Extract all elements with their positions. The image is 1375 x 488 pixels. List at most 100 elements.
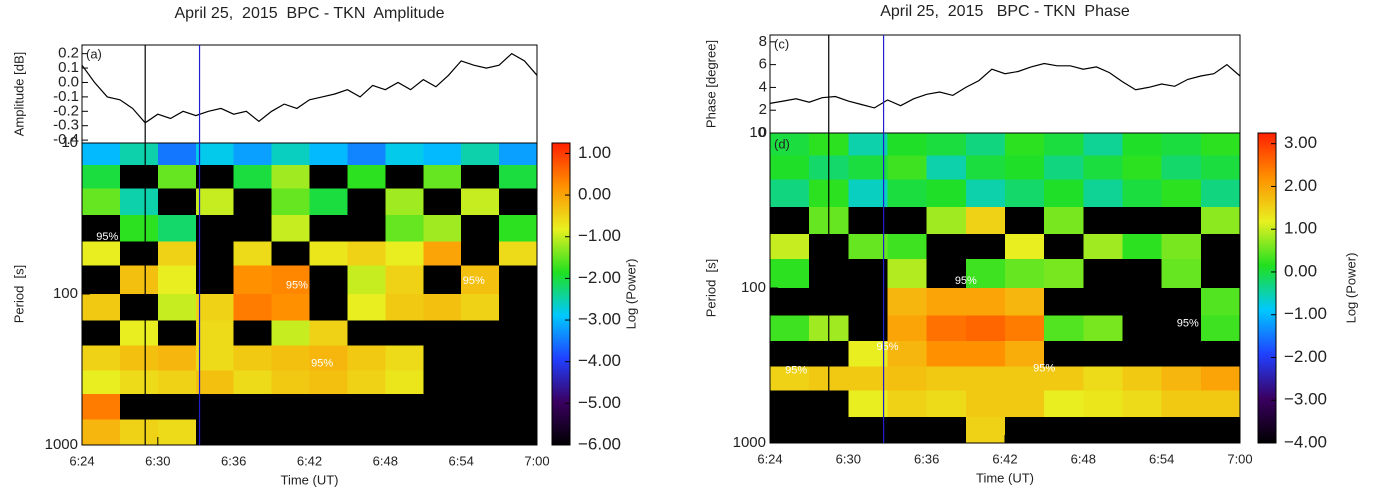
x-tick-label: 6:36 xyxy=(914,451,939,466)
power-cell xyxy=(385,370,424,395)
power-cell xyxy=(309,294,348,322)
power-cell xyxy=(347,165,386,189)
power-cell xyxy=(1083,155,1123,181)
power-cell xyxy=(233,241,273,267)
power-cell xyxy=(499,294,538,322)
power-cell xyxy=(82,394,121,421)
y-axis-label: Period [s] xyxy=(11,265,26,324)
power-cell xyxy=(82,419,121,446)
power-cell xyxy=(1161,259,1202,289)
power-cell xyxy=(271,345,310,371)
x-tick-label: 6:54 xyxy=(449,453,474,468)
power-cell xyxy=(965,133,1006,157)
power-cell xyxy=(347,320,386,347)
power-cell xyxy=(1005,288,1045,316)
power-cell xyxy=(1200,417,1241,444)
power-cell xyxy=(271,265,310,295)
colorbar-tick-label: 2.00 xyxy=(1284,176,1317,195)
power-cell xyxy=(271,394,310,421)
power-cell xyxy=(461,188,500,216)
x-tick-label: 6:30 xyxy=(836,451,861,466)
power-cell xyxy=(195,165,235,189)
power-cell xyxy=(233,265,273,295)
colorbar-tick-label: 1.00 xyxy=(578,143,611,162)
power-cell xyxy=(309,419,348,446)
power-cell xyxy=(926,417,967,444)
colorbar xyxy=(1257,132,1277,444)
power-cell xyxy=(1005,155,1045,181)
power-cell xyxy=(965,390,1006,418)
power-cell xyxy=(347,215,386,243)
power-cell xyxy=(82,370,121,395)
contour-label: 95% xyxy=(311,358,333,370)
power-cell xyxy=(848,341,888,367)
power-cell xyxy=(347,370,386,395)
power-cell xyxy=(1044,390,1084,418)
power-cell xyxy=(347,241,386,267)
power-cell xyxy=(926,155,967,181)
power-cell xyxy=(385,188,424,216)
power-cell xyxy=(461,215,500,243)
power-cell xyxy=(233,215,273,243)
y-tick-label: -0.1 xyxy=(53,88,79,105)
power-cell xyxy=(233,165,273,189)
power-cell xyxy=(848,288,888,316)
power-cell xyxy=(119,345,159,371)
power-cell xyxy=(119,394,159,421)
power-cell xyxy=(499,241,538,267)
power-cell xyxy=(423,188,462,216)
power-cell xyxy=(1005,315,1045,342)
power-cell xyxy=(887,179,928,208)
colorbar-tick-label: −3.00 xyxy=(578,310,621,329)
colorbar-label: Log (Power) xyxy=(623,259,638,330)
colorbar-tick-label: −6.00 xyxy=(578,434,621,453)
power-cell xyxy=(82,241,121,267)
power-cell xyxy=(887,133,928,157)
power-cell xyxy=(385,265,424,295)
power-cell xyxy=(385,215,424,243)
power-cell xyxy=(1083,366,1123,392)
power-cell xyxy=(887,341,928,367)
power-cell xyxy=(499,419,538,446)
y-tick-label: 100 xyxy=(53,285,78,302)
colorbar-tick-label: −5.00 xyxy=(578,393,621,412)
power-cell xyxy=(1044,341,1084,367)
power-cell xyxy=(1044,179,1084,208)
power-cell xyxy=(965,417,1006,444)
power-cell xyxy=(157,241,197,267)
power-cell xyxy=(423,419,462,446)
colorbar-tick-label: 0.00 xyxy=(1284,261,1317,280)
power-cell xyxy=(1200,234,1241,260)
power-cell xyxy=(1200,366,1241,392)
x-axis-label: Time (UT) xyxy=(976,470,1034,485)
x-tick-label: 6:36 xyxy=(221,453,246,468)
power-cell xyxy=(271,294,310,322)
power-cell xyxy=(1122,288,1163,316)
power-cell xyxy=(1083,133,1123,157)
power-cell xyxy=(1122,315,1163,342)
power-cell xyxy=(385,241,424,267)
power-cell xyxy=(499,320,538,347)
power-cell xyxy=(385,143,424,166)
x-tick-label: 6:48 xyxy=(373,453,398,468)
power-cell xyxy=(926,133,967,157)
power-cell xyxy=(271,320,310,347)
power-cell xyxy=(926,179,967,208)
power-cell xyxy=(195,345,235,371)
panel-label: (d) xyxy=(774,136,790,151)
power-cell xyxy=(1005,206,1045,235)
power-cell xyxy=(1122,133,1163,157)
power-cell xyxy=(195,188,235,216)
power-cell xyxy=(347,188,386,216)
power-cell xyxy=(157,394,197,421)
power-cell xyxy=(82,143,121,166)
colorbar-tick-label: −2.00 xyxy=(578,268,621,287)
power-cell xyxy=(1044,155,1084,181)
power-cell xyxy=(157,345,197,371)
x-tick-label: 6:48 xyxy=(1071,451,1096,466)
power-cell xyxy=(233,320,273,347)
power-cell xyxy=(499,143,538,166)
power-cell xyxy=(309,320,348,347)
power-cell xyxy=(423,241,462,267)
power-cell xyxy=(461,165,500,189)
